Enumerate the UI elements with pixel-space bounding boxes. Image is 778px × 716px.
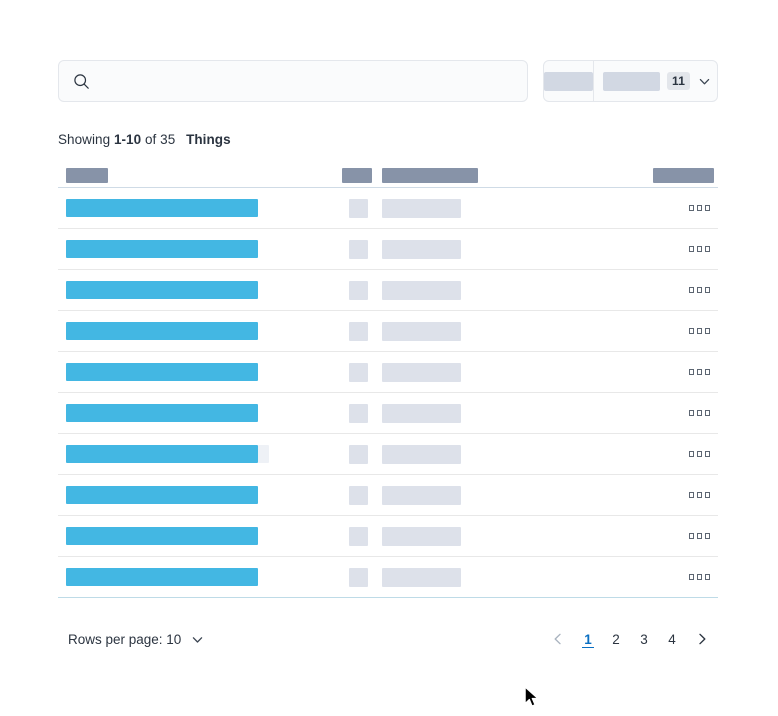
table-row[interactable] xyxy=(58,393,718,434)
cell-name xyxy=(66,527,258,545)
overflow-menu-icon[interactable] xyxy=(686,241,710,257)
summary-range: 1-10 xyxy=(113,132,142,147)
table-row[interactable] xyxy=(58,311,718,352)
pagination-page-2[interactable]: 2 xyxy=(612,631,620,647)
chevron-down-icon[interactable] xyxy=(697,74,712,89)
cell-name xyxy=(66,281,258,299)
cell-details xyxy=(382,445,461,464)
cell-name xyxy=(66,199,258,217)
table-row[interactable] xyxy=(58,475,718,516)
column-header-actions[interactable] xyxy=(653,168,714,183)
cell-name xyxy=(66,404,258,422)
cell-name xyxy=(66,568,258,586)
search-icon xyxy=(73,73,90,90)
column-header-status[interactable] xyxy=(342,168,372,183)
cell-details xyxy=(382,322,461,341)
overflow-menu-icon[interactable] xyxy=(686,487,710,503)
column-header-name[interactable] xyxy=(66,168,108,183)
search-box[interactable] xyxy=(58,60,528,102)
cell-details xyxy=(382,363,461,382)
filter-segment-left[interactable] xyxy=(544,61,594,101)
data-table xyxy=(58,162,718,598)
search-input[interactable] xyxy=(90,61,527,101)
pagination-page-4[interactable]: 4 xyxy=(668,631,676,647)
overflow-menu-icon[interactable] xyxy=(686,282,710,298)
cell-name xyxy=(66,445,258,463)
cell-status xyxy=(349,568,368,587)
chevron-right-icon[interactable] xyxy=(689,626,715,652)
pagination-page-3[interactable]: 3 xyxy=(640,631,648,647)
mouse-pointer xyxy=(524,686,541,710)
filter-left-placeholder xyxy=(544,71,593,91)
cell-status xyxy=(349,445,368,464)
cell-status xyxy=(349,404,368,423)
summary-middle: of 35 xyxy=(145,132,176,147)
overflow-menu-icon[interactable] xyxy=(686,569,710,585)
cell-name xyxy=(66,322,258,340)
cell-details xyxy=(382,486,461,505)
filter-control-group[interactable]: 11 xyxy=(543,60,718,102)
cell-name xyxy=(66,486,258,504)
cell-status xyxy=(349,281,368,300)
filter-count-badge: 11 xyxy=(667,72,691,90)
overflow-menu-icon[interactable] xyxy=(686,200,710,216)
cell-name xyxy=(66,240,258,258)
overflow-menu-icon[interactable] xyxy=(686,323,710,339)
column-header-details[interactable] xyxy=(382,168,478,183)
chevron-left-icon[interactable] xyxy=(545,626,571,652)
cell-details xyxy=(382,404,461,423)
filter-segment-right[interactable]: 11 xyxy=(594,61,717,101)
table-row[interactable] xyxy=(58,352,718,393)
table-body xyxy=(58,188,718,598)
cell-details xyxy=(382,281,461,300)
cell-name-overflow xyxy=(258,445,269,463)
summary-prefix: Showing xyxy=(58,132,111,147)
rows-per-page-label: Rows per page: 10 xyxy=(68,631,182,647)
cell-status xyxy=(349,199,368,218)
chevron-down-icon[interactable] xyxy=(190,632,205,647)
table-row[interactable] xyxy=(58,229,718,270)
toolbar: 11 xyxy=(58,60,718,102)
table-row[interactable] xyxy=(58,557,718,598)
cell-status xyxy=(349,486,368,505)
rows-per-page-selector[interactable]: Rows per page: 10 xyxy=(58,632,205,647)
table-row[interactable] xyxy=(58,188,718,229)
cell-status xyxy=(349,322,368,341)
cell-name xyxy=(66,363,258,381)
cell-status xyxy=(349,527,368,546)
filter-right-placeholder xyxy=(603,71,660,91)
table-row[interactable] xyxy=(58,434,718,475)
table-row[interactable] xyxy=(58,516,718,557)
cell-details xyxy=(382,568,461,587)
overflow-menu-icon[interactable] xyxy=(686,446,710,462)
table-header-row xyxy=(58,162,718,188)
summary-entity: Things xyxy=(186,132,231,147)
overflow-menu-icon[interactable] xyxy=(686,405,710,421)
overflow-menu-icon[interactable] xyxy=(686,528,710,544)
overflow-menu-icon[interactable] xyxy=(686,364,710,380)
results-summary: Showing 1-10 of 35 Things xyxy=(58,132,231,147)
table-row[interactable] xyxy=(58,270,718,311)
cell-status xyxy=(349,240,368,259)
cell-details xyxy=(382,199,461,218)
cell-details xyxy=(382,240,461,259)
cell-details xyxy=(382,527,461,546)
cell-status xyxy=(349,363,368,382)
pagination-page-1[interactable]: 1 xyxy=(575,626,601,652)
